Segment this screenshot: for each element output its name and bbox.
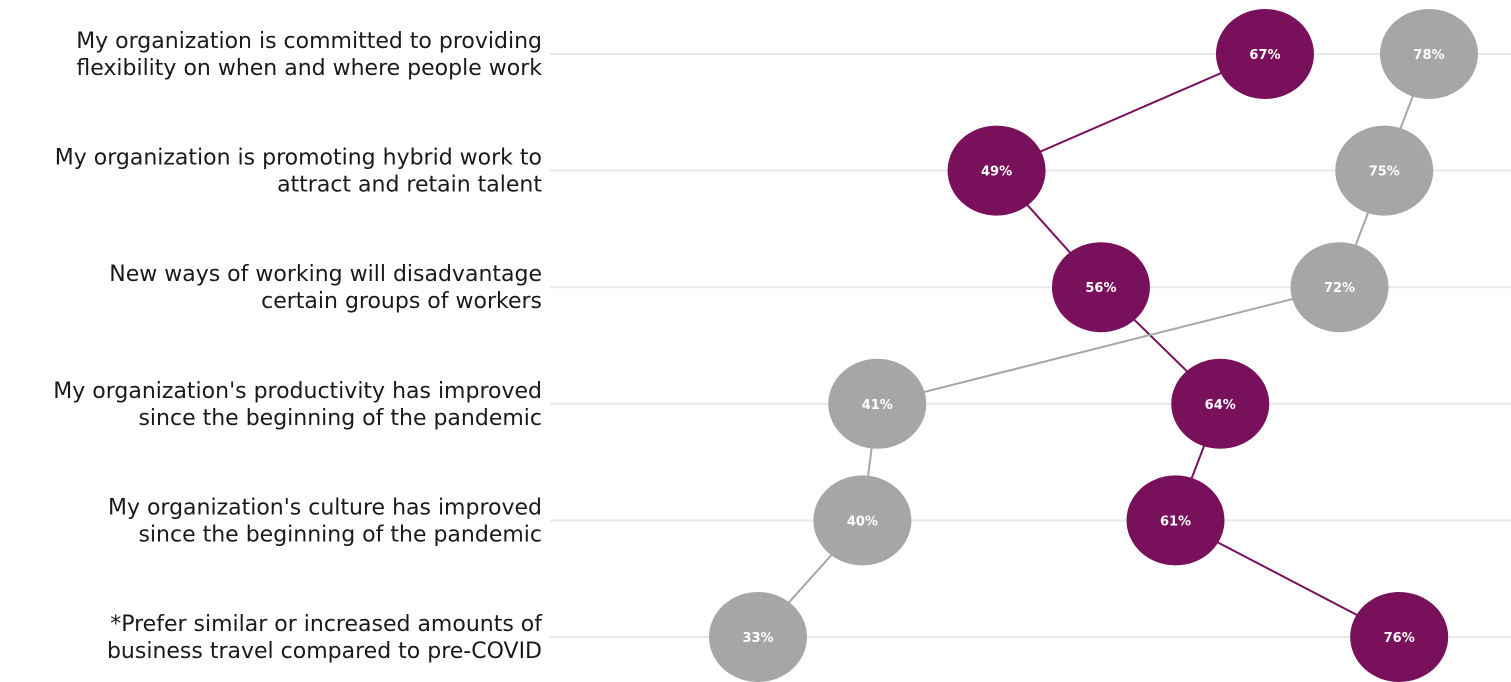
row-label-0-line-0: My organization is committed to providin… — [76, 29, 542, 54]
series-1-data-label-3: 41% — [862, 398, 893, 413]
row-label-5-line-1: business travel compared to pre-COVID — [107, 639, 542, 664]
series-1-data-label-5: 33% — [742, 631, 773, 646]
row-labels: My organization is committed to providin… — [53, 29, 543, 664]
series-0-dot-0 — [1215, 9, 1314, 99]
series-1-data-label-2: 72% — [1324, 281, 1355, 296]
series-0-dot-5 — [1350, 592, 1449, 682]
row-label-1-line-0: My organization is promoting hybrid work… — [55, 146, 542, 171]
series-1-dot-2 — [1290, 242, 1389, 333]
series-1-dot-1 — [1335, 125, 1434, 216]
row-label-4-line-1: since the beginning of the pandemic — [138, 522, 542, 547]
row-label-0-line-1: flexibility on when and where people wor… — [76, 56, 542, 81]
series-0-dot-3 — [1171, 358, 1270, 449]
series-1-dot-4 — [813, 475, 912, 566]
row-label-2-line-1: certain groups of workers — [261, 289, 542, 314]
series-0-data-label-4: 61% — [1160, 514, 1191, 529]
row-label-1-line-1: attract and retain talent — [277, 173, 542, 198]
row-label-3-line-1: since the beginning of the pandemic — [138, 406, 542, 431]
row-label-2-line-0: New ways of working will disadvantage — [109, 262, 542, 287]
series-0-dot-4 — [1126, 475, 1225, 566]
row-label-3-line-0: My organization's productivity has impro… — [53, 379, 542, 404]
series-0-data-label-1: 49% — [981, 165, 1012, 180]
series-1-data-label-1: 75% — [1369, 165, 1400, 180]
series-1-data-label-0: 78% — [1413, 48, 1444, 63]
series-0-data-label-5: 76% — [1384, 631, 1415, 646]
series-0-dot-1 — [947, 125, 1046, 216]
series-1-dot-0 — [1379, 9, 1478, 99]
series-0-dot-2 — [1051, 242, 1150, 333]
series-0-data-label-3: 64% — [1205, 398, 1236, 413]
series-1-dot-5 — [709, 592, 807, 682]
series-0-data-label-2: 56% — [1085, 281, 1116, 296]
row-label-5-line-0: *Prefer similar or increased amounts of — [110, 612, 543, 637]
series-1-dot-3 — [828, 358, 927, 449]
series-0-data-label-0: 67% — [1249, 48, 1280, 63]
series-1-data-label-4: 40% — [847, 514, 878, 529]
series-dots: 67% 49% 56% 64% 61% 76% 78% 75% 72% 41% 40% 33% — [709, 9, 1478, 682]
row-label-4-line-0: My organization's culture has improved — [108, 495, 542, 520]
